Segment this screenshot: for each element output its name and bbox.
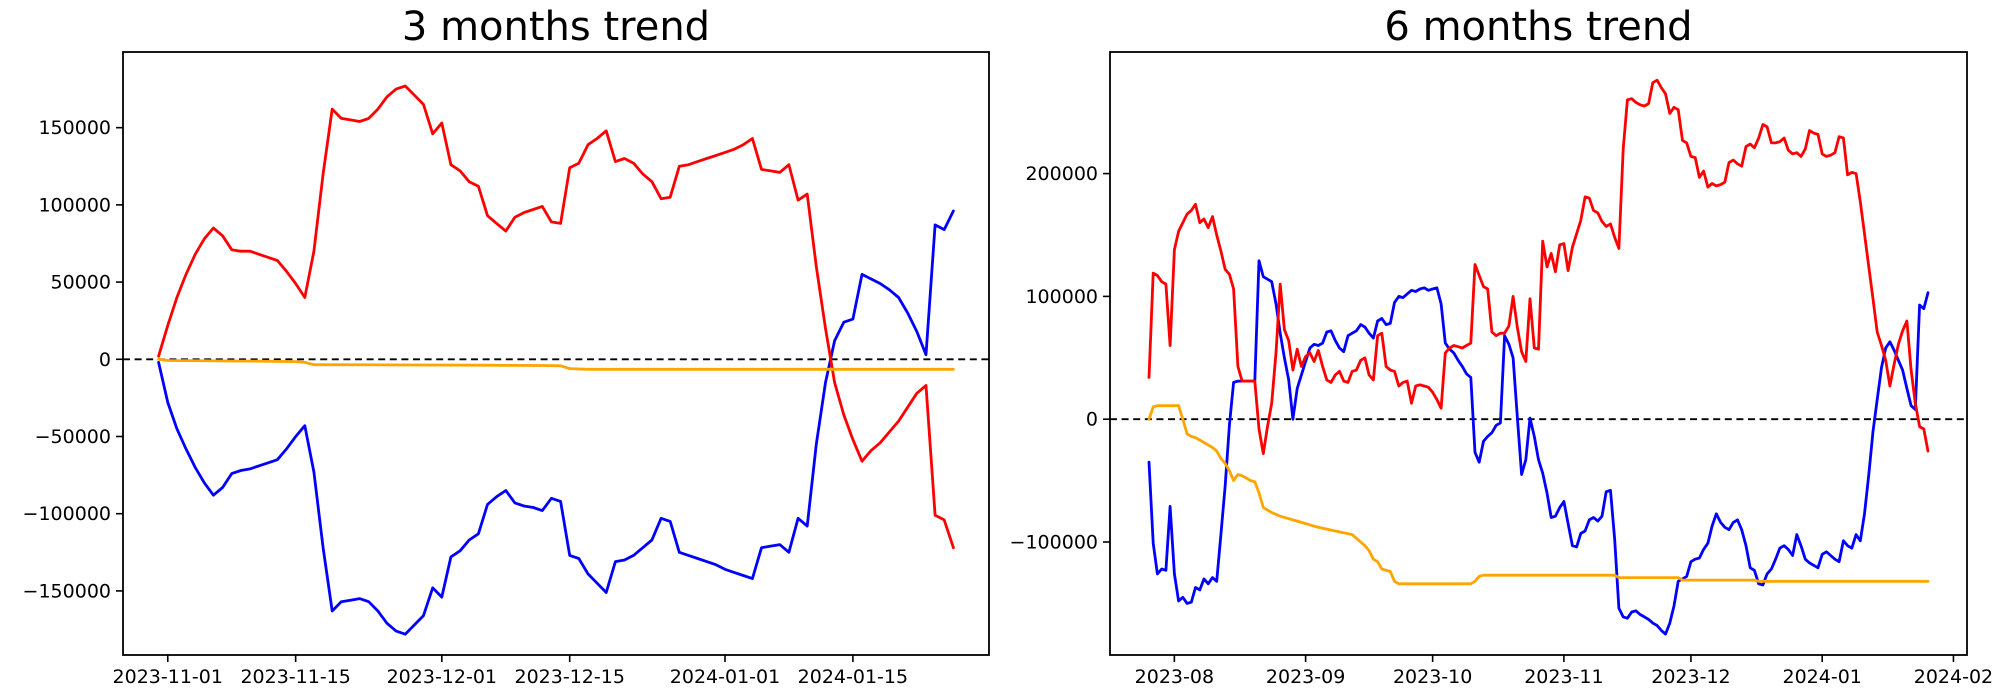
y-tick-label: 200000 xyxy=(1025,163,1098,185)
y-tick-label: 0 xyxy=(1086,409,1098,431)
series-red-line xyxy=(157,84,955,550)
x-tick-label: 2023-12-01 xyxy=(387,666,497,688)
x-tick-label: 2024-01-15 xyxy=(798,666,908,688)
x-tick-label: 2023-12 xyxy=(1651,666,1730,688)
plot-box xyxy=(122,51,990,656)
x-tick-label: 2023-08 xyxy=(1135,666,1214,688)
x-tick-label: 2024-02 xyxy=(1914,666,1993,688)
x-tick-label: 2024-01-01 xyxy=(670,666,780,688)
plot-box xyxy=(1109,51,1968,656)
chart-title-6-months: 6 months trend xyxy=(1384,4,1693,50)
y-tick-label: 100000 xyxy=(1025,286,1098,308)
y-tick-label: 0 xyxy=(99,349,111,371)
y-tick-label: −100000 xyxy=(1010,532,1098,554)
series-orange-line xyxy=(157,357,955,371)
y-tick-label: 50000 xyxy=(51,272,111,294)
x-tick-label: 2023-10 xyxy=(1393,666,1472,688)
y-tick-label: 100000 xyxy=(38,194,111,216)
y-tick-label: −150000 xyxy=(23,580,111,602)
series-red-line xyxy=(1147,78,1930,456)
x-tick-label: 2024-01 xyxy=(1782,666,1861,688)
x-tick-label: 2023-11-01 xyxy=(113,666,223,688)
x-tick-label: 2023-11-15 xyxy=(240,666,350,688)
series-orange-line xyxy=(1147,404,1930,586)
y-tick-label: −50000 xyxy=(35,426,111,448)
y-tick-label: −100000 xyxy=(23,503,111,525)
x-tick-label: 2023-12-15 xyxy=(514,666,624,688)
x-tick-label: 2023-09 xyxy=(1266,666,1345,688)
series-blue-line xyxy=(157,209,955,636)
y-tick-label: 150000 xyxy=(38,117,111,139)
x-tick-label: 2023-11 xyxy=(1524,666,1603,688)
chart-title-3-months: 3 months trend xyxy=(401,4,711,50)
